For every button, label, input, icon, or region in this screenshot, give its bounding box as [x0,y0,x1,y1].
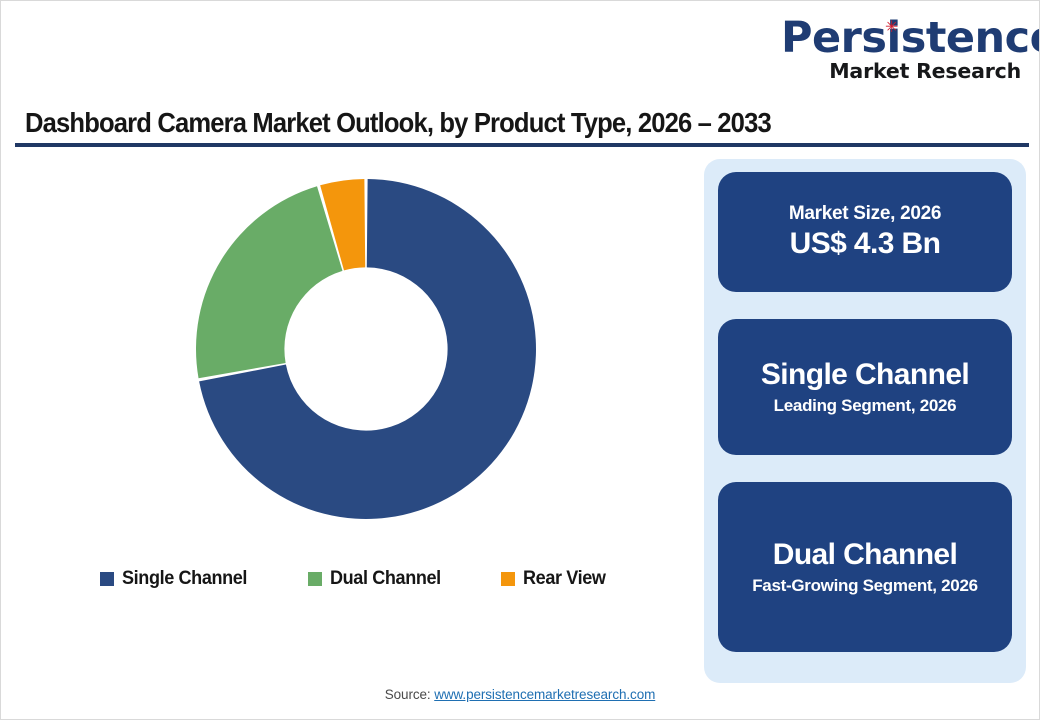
page-title: Dashboard Camera Market Outlook, by Prod… [25,107,772,138]
legend-swatch-icon [100,572,115,586]
legend-item-dual-channel[interactable]: Dual Channel [308,568,447,590]
legend-label: Single Channel [122,568,248,589]
source-line: Source: www.persistencemarketresearch.co… [1,687,1039,702]
source-link[interactable]: www.persistencemarketresearch.com [434,687,656,702]
chart-legend: Single Channel Dual Channel Rear View [15,568,695,590]
asterisk-icon: ✳ [885,17,898,36]
brand-tagline: Market Research [829,59,1021,83]
brand-name-text: Persistence [781,13,1040,63]
kpi-card-value: Single Channel [760,357,970,391]
kpi-card-value: Dual Channel [772,537,958,571]
source-prefix: Source: [384,687,435,702]
brand-logo: Persistence ✳ Market Research [781,17,1039,83]
kpi-card-leading-segment: Single Channel Leading Segment, 2026 [718,319,1012,455]
donut-slice-rear-view[interactable] [320,179,366,271]
legend-swatch-icon [308,572,323,586]
donut-chart [15,156,695,556]
kpi-card-label: Leading Segment, 2026 [773,395,957,415]
legend-item-rear-view[interactable]: Rear View [500,568,610,590]
brand-name: Persistence ✳ [781,17,1039,60]
kpi-card-market-size: Market Size, 2026 US$ 4.3 Bn [718,172,1012,292]
donut-slice-single-channel[interactable] [199,179,536,520]
donut-slice-group [196,179,536,520]
chart-area: Single Channel Dual Channel Rear View [15,156,695,626]
kpi-card-value: US$ 4.3 Bn [789,226,941,260]
kpi-panel: Market Size, 2026 US$ 4.3 Bn Single Chan… [704,159,1026,683]
title-divider [15,143,1029,147]
kpi-card-fast-growing-segment: Dual Channel Fast-Growing Segment, 2026 [718,482,1012,652]
legend-item-single-channel[interactable]: Single Channel [100,568,254,590]
legend-swatch-icon [500,572,515,586]
legend-label: Dual Channel [330,568,441,589]
donut-chart-svg [196,179,536,520]
kpi-card-label: Market Size, 2026 [788,203,942,225]
donut-slice-dual-channel[interactable] [196,186,343,379]
legend-label: Rear View [522,568,606,589]
kpi-card-label: Fast-Growing Segment, 2026 [752,575,978,595]
